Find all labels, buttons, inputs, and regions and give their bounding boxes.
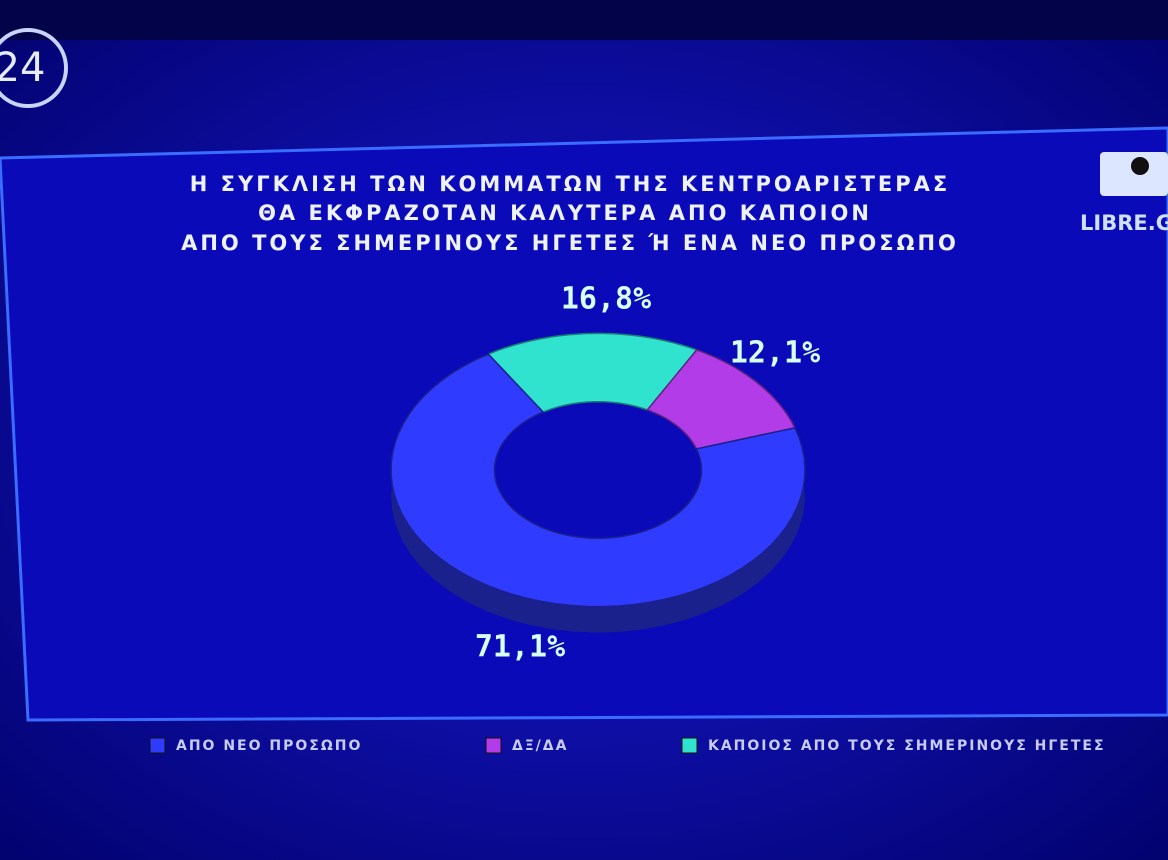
chart-title: Η ΣΥΓΚΛΙΣΗ ΤΩΝ ΚΟΜΜΑΤΩΝ ΤΗΣ ΚΕΝΤΡΟΑΡΙΣΤΕ… — [190, 172, 950, 196]
legend-swatch — [149, 737, 166, 754]
legend-label: ΚΑΠΟΙΟΣ ΑΠΟ ΤΟΥΣ ΣΗΜΕΡΙΝΟΥΣ ΗΓΕΤΕΣ — [708, 738, 1106, 754]
chart-title: ΑΠΟ ΤΟΥΣ ΣΗΜΕΡΙΝΟΥΣ ΗΓΕΤΕΣ Ή ΕΝΑ ΝΕΟ ΠΡΟ… — [181, 231, 959, 255]
legend-label: ΑΠΟ ΝΕΟ ΠΡΟΣΩΠΟ — [176, 738, 362, 754]
value-label: 12,1% — [730, 336, 820, 371]
source: LIBRE.G — [1080, 211, 1168, 235]
chart-title: ΘΑ ΕΚΦΡΑΖΟΤΑΝ ΚΑΛΥΤΕΡΑ ΑΠΟ ΚΑΠΟΙΟΝ — [258, 201, 872, 225]
donut-segment — [390, 353, 806, 608]
pollster-logo — [1100, 152, 1168, 196]
pollster-logo-dot — [1131, 157, 1149, 175]
logo-ring — [0, 28, 68, 108]
legend-swatch — [485, 737, 502, 754]
legend-label: ΔΞ/ΔΑ — [512, 738, 568, 754]
value-label: 16,8% — [561, 282, 651, 317]
value-label: 71,1% — [475, 630, 565, 665]
channel-logo: 24 — [0, 45, 45, 91]
top-bar — [0, 0, 1168, 40]
panel — [0, 126, 1168, 722]
legend-swatch — [681, 737, 698, 754]
